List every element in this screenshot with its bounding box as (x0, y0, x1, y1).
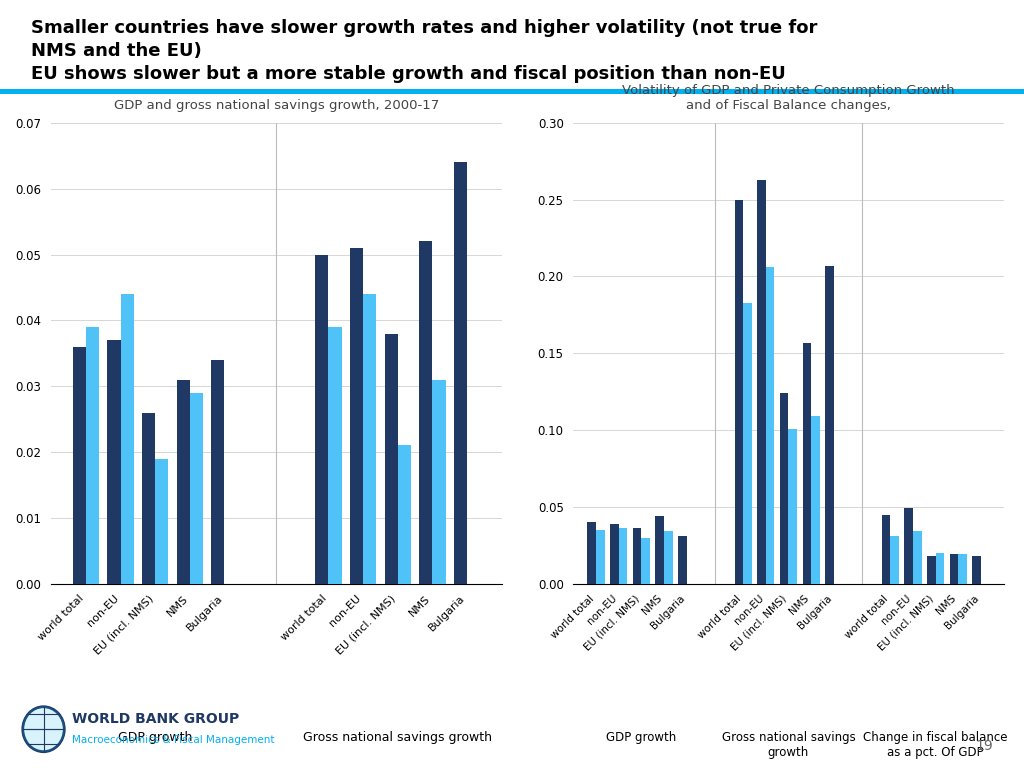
Bar (329, 327, 342, 584)
Bar (825, 266, 834, 584)
Bar (364, 294, 376, 584)
Bar (882, 515, 890, 584)
Bar (121, 294, 134, 584)
Bar (734, 200, 743, 584)
Bar (641, 538, 650, 584)
Bar (350, 248, 364, 584)
Text: Gross national savings
growth: Gross national savings growth (722, 731, 855, 759)
Bar (936, 553, 944, 584)
Bar (927, 556, 936, 584)
Bar (142, 412, 156, 584)
Bar (596, 530, 605, 584)
Bar (757, 180, 766, 584)
Bar (419, 241, 432, 584)
Bar (913, 531, 922, 584)
Bar (432, 379, 445, 584)
Bar (803, 343, 811, 584)
Bar (189, 392, 203, 584)
Bar (949, 554, 958, 584)
Bar (904, 508, 913, 584)
Bar (890, 536, 899, 584)
Title: Volatility of GDP and Private Consumption Growth
and of Fiscal Balance changes,: Volatility of GDP and Private Consumptio… (623, 84, 954, 112)
Bar (811, 416, 820, 584)
Bar (315, 254, 329, 584)
Text: 19: 19 (976, 739, 993, 753)
Bar (766, 267, 774, 584)
Bar (788, 429, 797, 584)
Bar (678, 536, 687, 584)
Text: GDP growth: GDP growth (118, 731, 193, 744)
Bar (108, 340, 121, 584)
Bar (385, 333, 397, 584)
Bar (610, 524, 618, 584)
Bar (664, 531, 673, 584)
Bar (156, 458, 168, 584)
Bar (780, 393, 788, 584)
Text: Smaller countries have slower growth rates and higher volatility (not true for: Smaller countries have slower growth rat… (31, 19, 817, 37)
Text: NMS and the EU): NMS and the EU) (31, 42, 202, 60)
Bar (177, 379, 189, 584)
Text: GDP growth: GDP growth (606, 731, 677, 744)
Bar (633, 528, 641, 584)
Text: WORLD BANK GROUP: WORLD BANK GROUP (72, 712, 239, 726)
Text: Macroeconomics & Fiscal Management: Macroeconomics & Fiscal Management (72, 735, 274, 745)
Text: Change in fiscal balance
as a pct. Of GDP: Change in fiscal balance as a pct. Of GD… (863, 731, 1008, 759)
Bar (618, 528, 628, 584)
Bar (972, 556, 981, 584)
Bar (86, 327, 99, 584)
Bar (73, 346, 86, 584)
Text: EU shows slower but a more stable growth and fiscal position than non-EU: EU shows slower but a more stable growth… (31, 65, 785, 83)
Bar (211, 360, 224, 584)
Bar (655, 516, 664, 584)
Bar (958, 554, 967, 584)
Bar (588, 522, 596, 584)
Bar (454, 162, 467, 584)
Title: GDP and gross national savings growth, 2000-17: GDP and gross national savings growth, 2… (114, 99, 439, 112)
Bar (743, 303, 752, 584)
Circle shape (23, 707, 65, 752)
Text: Gross national savings growth: Gross national savings growth (303, 731, 493, 744)
Bar (397, 445, 411, 584)
